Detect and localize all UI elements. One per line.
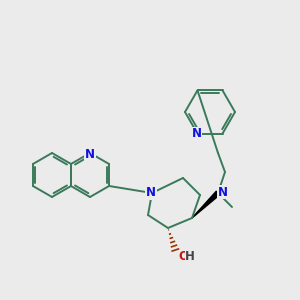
Polygon shape: [192, 191, 220, 218]
Text: O: O: [178, 250, 188, 262]
Text: N: N: [191, 127, 202, 140]
Text: H: H: [185, 250, 195, 262]
Text: N: N: [146, 187, 156, 200]
Text: N: N: [85, 148, 95, 160]
Text: N: N: [218, 185, 228, 199]
